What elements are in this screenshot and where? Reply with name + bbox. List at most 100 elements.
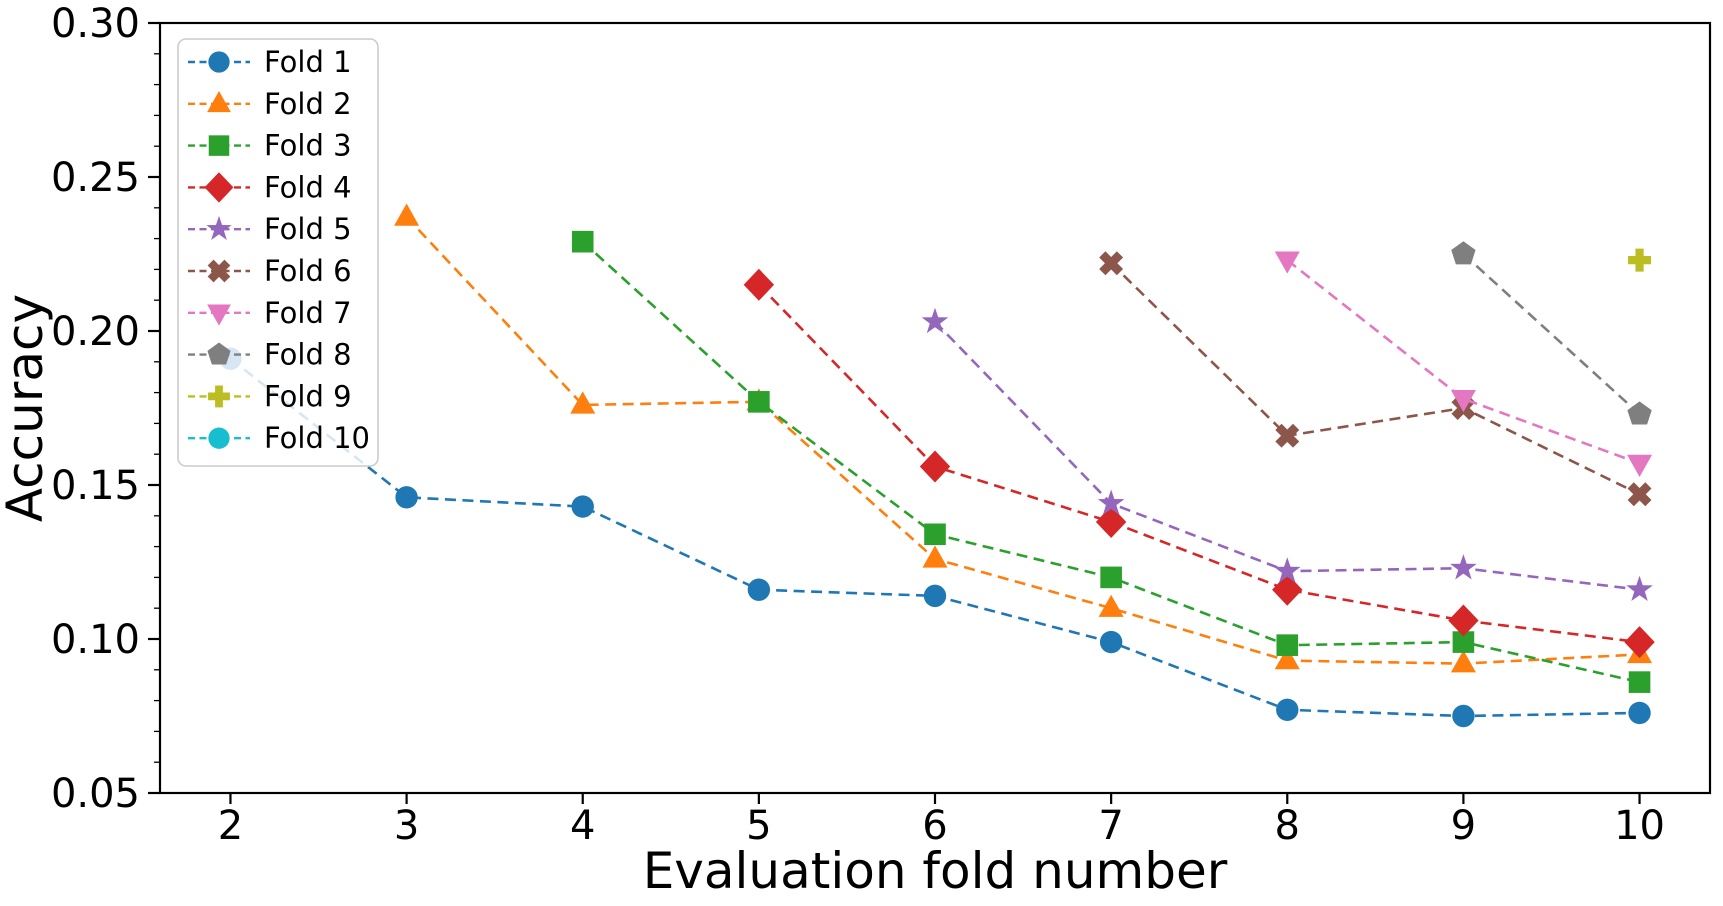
- series-fold-2: [394, 203, 1653, 673]
- marker-fold-1: [1628, 701, 1651, 725]
- x-tick-label: 5: [746, 803, 771, 849]
- legend-marker: [206, 215, 232, 240]
- x-tick-label: 4: [570, 803, 595, 849]
- marker-fold-1: [1452, 704, 1475, 728]
- x-tick-label: 3: [394, 803, 419, 849]
- legend-label: Fold 5: [264, 212, 352, 246]
- y-tick-label: 0.05: [51, 771, 140, 817]
- legend-marker: [208, 427, 230, 449]
- x-tick-label: 7: [1098, 803, 1123, 849]
- marker-fold-2: [1450, 650, 1476, 673]
- x-tick-label: 8: [1275, 803, 1300, 849]
- marker-fold-3: [1100, 566, 1122, 589]
- marker-fold-2: [570, 391, 596, 414]
- marker-fold-1: [571, 495, 594, 518]
- marker-fold-6: [1099, 251, 1124, 276]
- legend-label: Fold 7: [264, 296, 352, 330]
- marker-fold-6: [1627, 482, 1652, 507]
- legend-label: Fold 4: [264, 170, 352, 204]
- series-line: [1462, 253, 1641, 416]
- series-line: [1286, 259, 1640, 465]
- marker-fold-3: [1276, 634, 1299, 656]
- legend-label: Fold 6: [264, 254, 352, 288]
- marker-fold-5: [1450, 554, 1477, 580]
- series-fold-5: [921, 307, 1653, 602]
- marker-fold-1: [395, 486, 418, 509]
- marker-fold-3: [1628, 671, 1651, 693]
- series-line: [405, 216, 1640, 665]
- legend-entry-fold-6: Fold 6: [188, 254, 352, 288]
- series-fold-8: [1451, 241, 1652, 425]
- x-tick-label: 2: [218, 803, 243, 849]
- marker-fold-5: [921, 307, 949, 334]
- legend-label: Fold 8: [264, 338, 352, 372]
- legend-entry-fold-8: Fold 8: [188, 338, 352, 372]
- y-tick-label: 0.25: [51, 155, 140, 201]
- series-fold-3: [571, 230, 1651, 693]
- x-tick-label: 9: [1451, 803, 1476, 849]
- marker-fold-7: [1274, 251, 1300, 274]
- marker-fold-4: [1095, 505, 1127, 538]
- legend-label: Fold 9: [264, 379, 352, 413]
- series-fold-9: [1628, 248, 1652, 272]
- y-tick-label: 0.30: [51, 1, 140, 47]
- legend-entry-fold-1: Fold 1: [188, 45, 352, 79]
- x-tick-label: 10: [1614, 803, 1665, 849]
- marker-fold-5: [1097, 489, 1125, 515]
- y-axis-label: Accuracy: [0, 294, 54, 522]
- series-fold-4: [743, 268, 1655, 659]
- marker-fold-5: [1273, 557, 1301, 583]
- marker-fold-3: [571, 230, 594, 253]
- series-line: [757, 283, 1640, 644]
- series-fold-7: [1274, 251, 1653, 477]
- marker-fold-8: [1627, 401, 1652, 425]
- marker-fold-1: [1099, 630, 1123, 654]
- marker-fold-1: [747, 578, 771, 601]
- marker-fold-4: [919, 450, 951, 483]
- legend-entry-fold-10: Fold 10: [188, 421, 370, 455]
- y-tick-label: 0.10: [51, 617, 140, 663]
- legend-marker: [208, 51, 230, 73]
- series-line: [1110, 262, 1641, 496]
- marker-fold-7: [1627, 454, 1653, 477]
- y-tick-label: 0.20: [51, 309, 140, 355]
- marker-fold-9: [1628, 248, 1652, 272]
- series-line: [934, 320, 1640, 591]
- legend-entry-fold-7: Fold 7: [188, 296, 352, 330]
- x-tick-label: 6: [922, 803, 947, 849]
- plot-root: 2 3 4 5 6 7 8 9 10 0.05 0.10 0.15 0.20 0.25 0.30 Fold 1…: [51, 1, 1712, 849]
- marker-fold-6: [1275, 423, 1300, 448]
- marker-fold-1: [923, 584, 947, 608]
- marker-fold-4: [1272, 573, 1303, 606]
- legend-marker: [207, 90, 231, 113]
- legend-entry-fold-9: Fold 9: [188, 379, 352, 413]
- series-fold-6: [1099, 251, 1652, 507]
- legend-marker: [207, 304, 231, 326]
- marker-fold-2: [394, 203, 420, 226]
- marker-fold-3: [924, 523, 946, 546]
- x-axis-label: Evaluation fold number: [643, 842, 1228, 900]
- marker-fold-4: [743, 268, 775, 301]
- marker-fold-2: [1274, 647, 1300, 670]
- legend-entry-fold-5: Fold 5: [188, 212, 352, 246]
- marker-fold-7: [1450, 390, 1476, 413]
- marker-fold-2: [1098, 594, 1124, 617]
- marker-fold-1: [1276, 698, 1299, 722]
- legend-marker: [207, 342, 231, 365]
- legend-marker: [208, 135, 230, 156]
- marker-fold-4: [1624, 626, 1655, 659]
- legend-label: Fold 1: [264, 45, 352, 79]
- legend-marker: [208, 385, 230, 408]
- legend-marker: [207, 259, 231, 283]
- legend: Fold 1 Fold 2 Fold 3 Fold 4 Fold 5 Fold 6 Fold…: [177, 38, 379, 467]
- y-tick-label: 0.15: [51, 463, 140, 509]
- legend-label: Fold 2: [264, 87, 352, 121]
- legend-entry-fold-3: Fold 3: [188, 129, 352, 163]
- marker-fold-3: [1452, 631, 1475, 653]
- plot-spines: [158, 21, 1712, 795]
- marker-fold-8: [1451, 241, 1476, 265]
- marker-fold-5: [1626, 575, 1653, 602]
- marker-fold-3: [748, 391, 770, 413]
